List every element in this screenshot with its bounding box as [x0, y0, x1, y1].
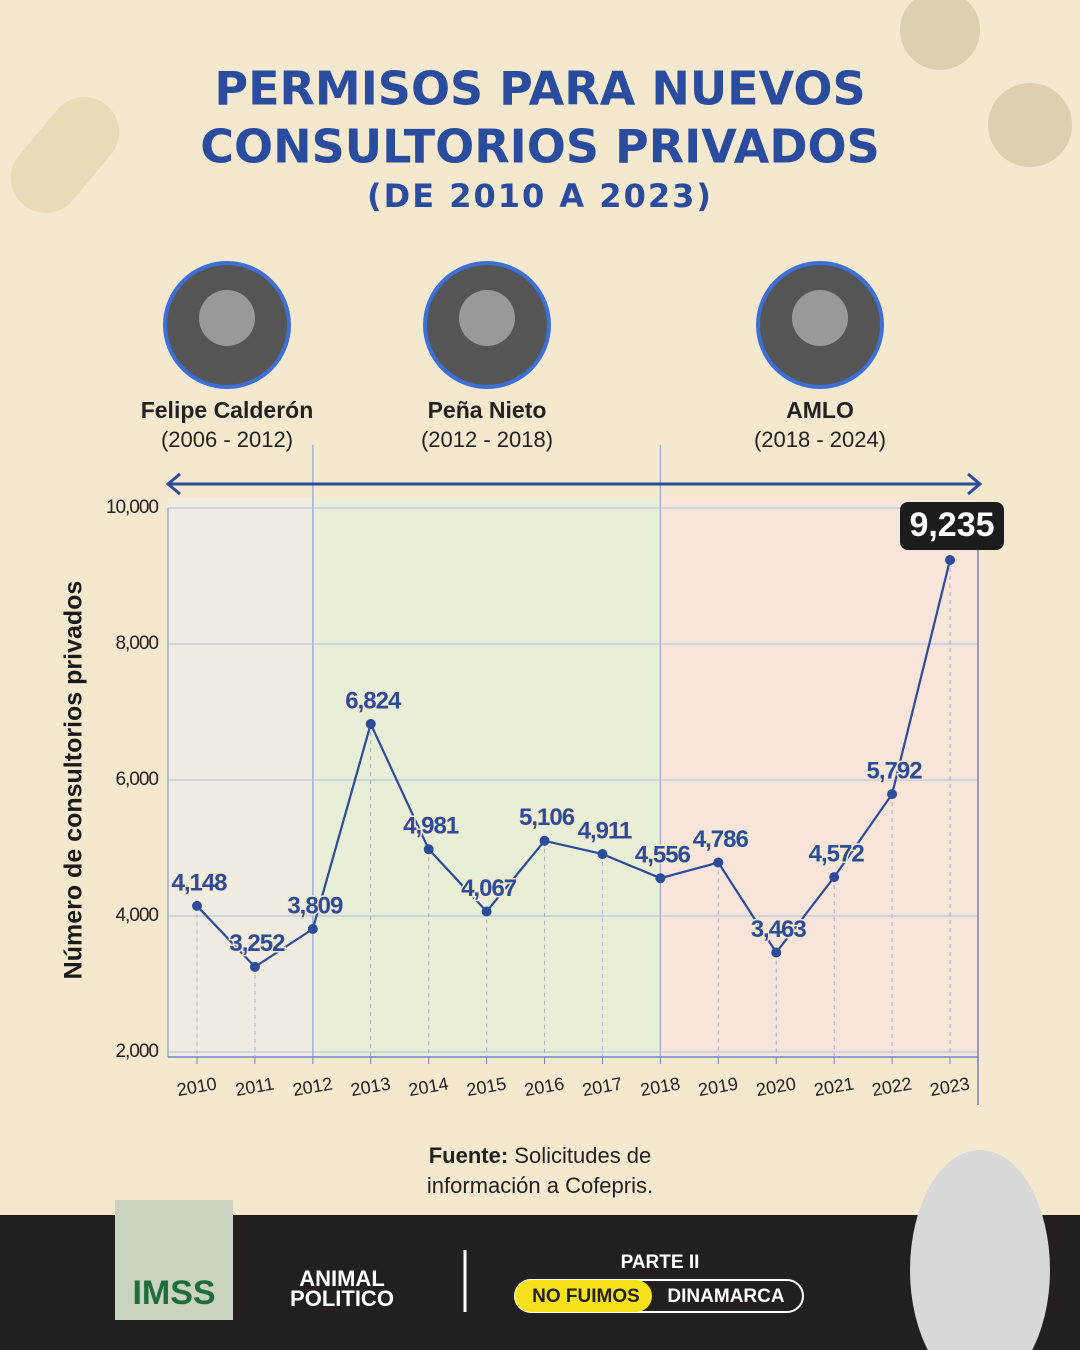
source-label: Fuente:	[429, 1143, 508, 1168]
x-tick-label: 2013	[349, 1073, 392, 1100]
subtitle: (DE 2010 A 2023)	[367, 177, 713, 215]
value-label: 3,463	[751, 916, 807, 943]
doctor-decoration	[910, 1150, 1050, 1350]
logo-box	[115, 1200, 233, 1320]
portrait-face	[199, 290, 255, 346]
x-tick-label: 2021	[812, 1073, 855, 1100]
president-term: (2012 - 2018)	[421, 427, 553, 452]
value-label: 4,148	[171, 869, 227, 896]
line	[196, 559, 952, 969]
point	[423, 844, 434, 855]
value-label: 4,572	[809, 840, 865, 867]
president-name: Peña Nieto	[428, 397, 547, 423]
pill-decoration	[10, 97, 120, 213]
source: Fuente: Solicitudes de	[429, 1143, 652, 1168]
source-text: información a Cofepris.	[427, 1173, 653, 1198]
x-tick-label: 2014	[407, 1073, 450, 1100]
value-label: 4,067	[461, 875, 517, 902]
y-axis-title: Número de consultorios privados	[60, 581, 88, 980]
band	[168, 498, 313, 1057]
point	[249, 961, 260, 972]
brand: ANIMAL	[299, 1266, 385, 1291]
tag: DINAMARCA	[667, 1286, 784, 1307]
x-tick-label: 2018	[639, 1073, 682, 1100]
point	[829, 872, 840, 883]
point	[771, 947, 782, 958]
point	[539, 835, 550, 846]
value-label: 3,809	[287, 892, 343, 919]
logo-text: IMSS	[132, 1274, 215, 1312]
point	[887, 789, 898, 800]
highlight-box	[900, 502, 1004, 551]
x-tick-label: 2012	[291, 1073, 334, 1100]
title: PERMISOS PARA NUEVOS	[214, 62, 865, 116]
value-label: 4,981	[403, 813, 459, 840]
part: PARTE II	[621, 1252, 700, 1273]
x-tick-label: 2023	[928, 1073, 971, 1100]
president-term: (2006 - 2012)	[161, 427, 293, 452]
x-tick-label: 2020	[755, 1073, 798, 1100]
x-tick-label: 2017	[581, 1073, 624, 1100]
pill-decoration	[988, 83, 1072, 167]
y-tick-label: 2,000	[115, 1041, 158, 1062]
president-name: Felipe Calderón	[141, 397, 314, 423]
arrow-head	[165, 472, 983, 496]
value-label: 4,911	[578, 817, 632, 844]
portrait-face	[459, 290, 515, 346]
point	[307, 923, 318, 934]
value-label: 5,106	[519, 804, 575, 831]
value-label: 5,792	[867, 757, 923, 784]
point	[365, 718, 376, 729]
x-tick-label: 2016	[523, 1073, 566, 1100]
portrait-face	[792, 290, 848, 346]
pill-decoration	[900, 0, 980, 70]
source-text: Solicitudes de	[514, 1143, 651, 1168]
president-name: AMLO	[786, 397, 854, 423]
point	[481, 906, 492, 917]
point	[597, 849, 608, 860]
value-label: 4,786	[693, 826, 749, 853]
y-tick-label: 6,000	[115, 769, 158, 790]
tag: NO FUIMOS	[532, 1286, 640, 1307]
value-label: 6,824	[345, 687, 402, 714]
x-tick-label: 2010	[175, 1073, 218, 1100]
point	[192, 900, 202, 911]
point	[945, 555, 955, 566]
x-tick-label: 2015	[465, 1073, 508, 1100]
y-tick-label: 8,000	[115, 633, 158, 654]
tag-highlight	[515, 1280, 652, 1312]
x-tick-label: 2022	[870, 1073, 913, 1100]
point	[713, 857, 724, 868]
brand: POLITICO	[290, 1286, 394, 1311]
value-label: 3,252	[229, 930, 285, 957]
value-label: 4,556	[635, 842, 691, 869]
y-tick-label: 10,000	[106, 497, 159, 518]
value-label: 9,235	[909, 506, 994, 544]
x-tick-label: 2019	[697, 1073, 740, 1100]
title: CONSULTORIOS PRIVADOS	[200, 120, 880, 174]
point	[655, 873, 666, 884]
x-tick-label: 2011	[234, 1074, 276, 1100]
y-tick-label: 4,000	[115, 905, 158, 926]
president-term: (2018 - 2024)	[754, 427, 886, 452]
band	[312, 498, 661, 1057]
band	[660, 498, 978, 1057]
